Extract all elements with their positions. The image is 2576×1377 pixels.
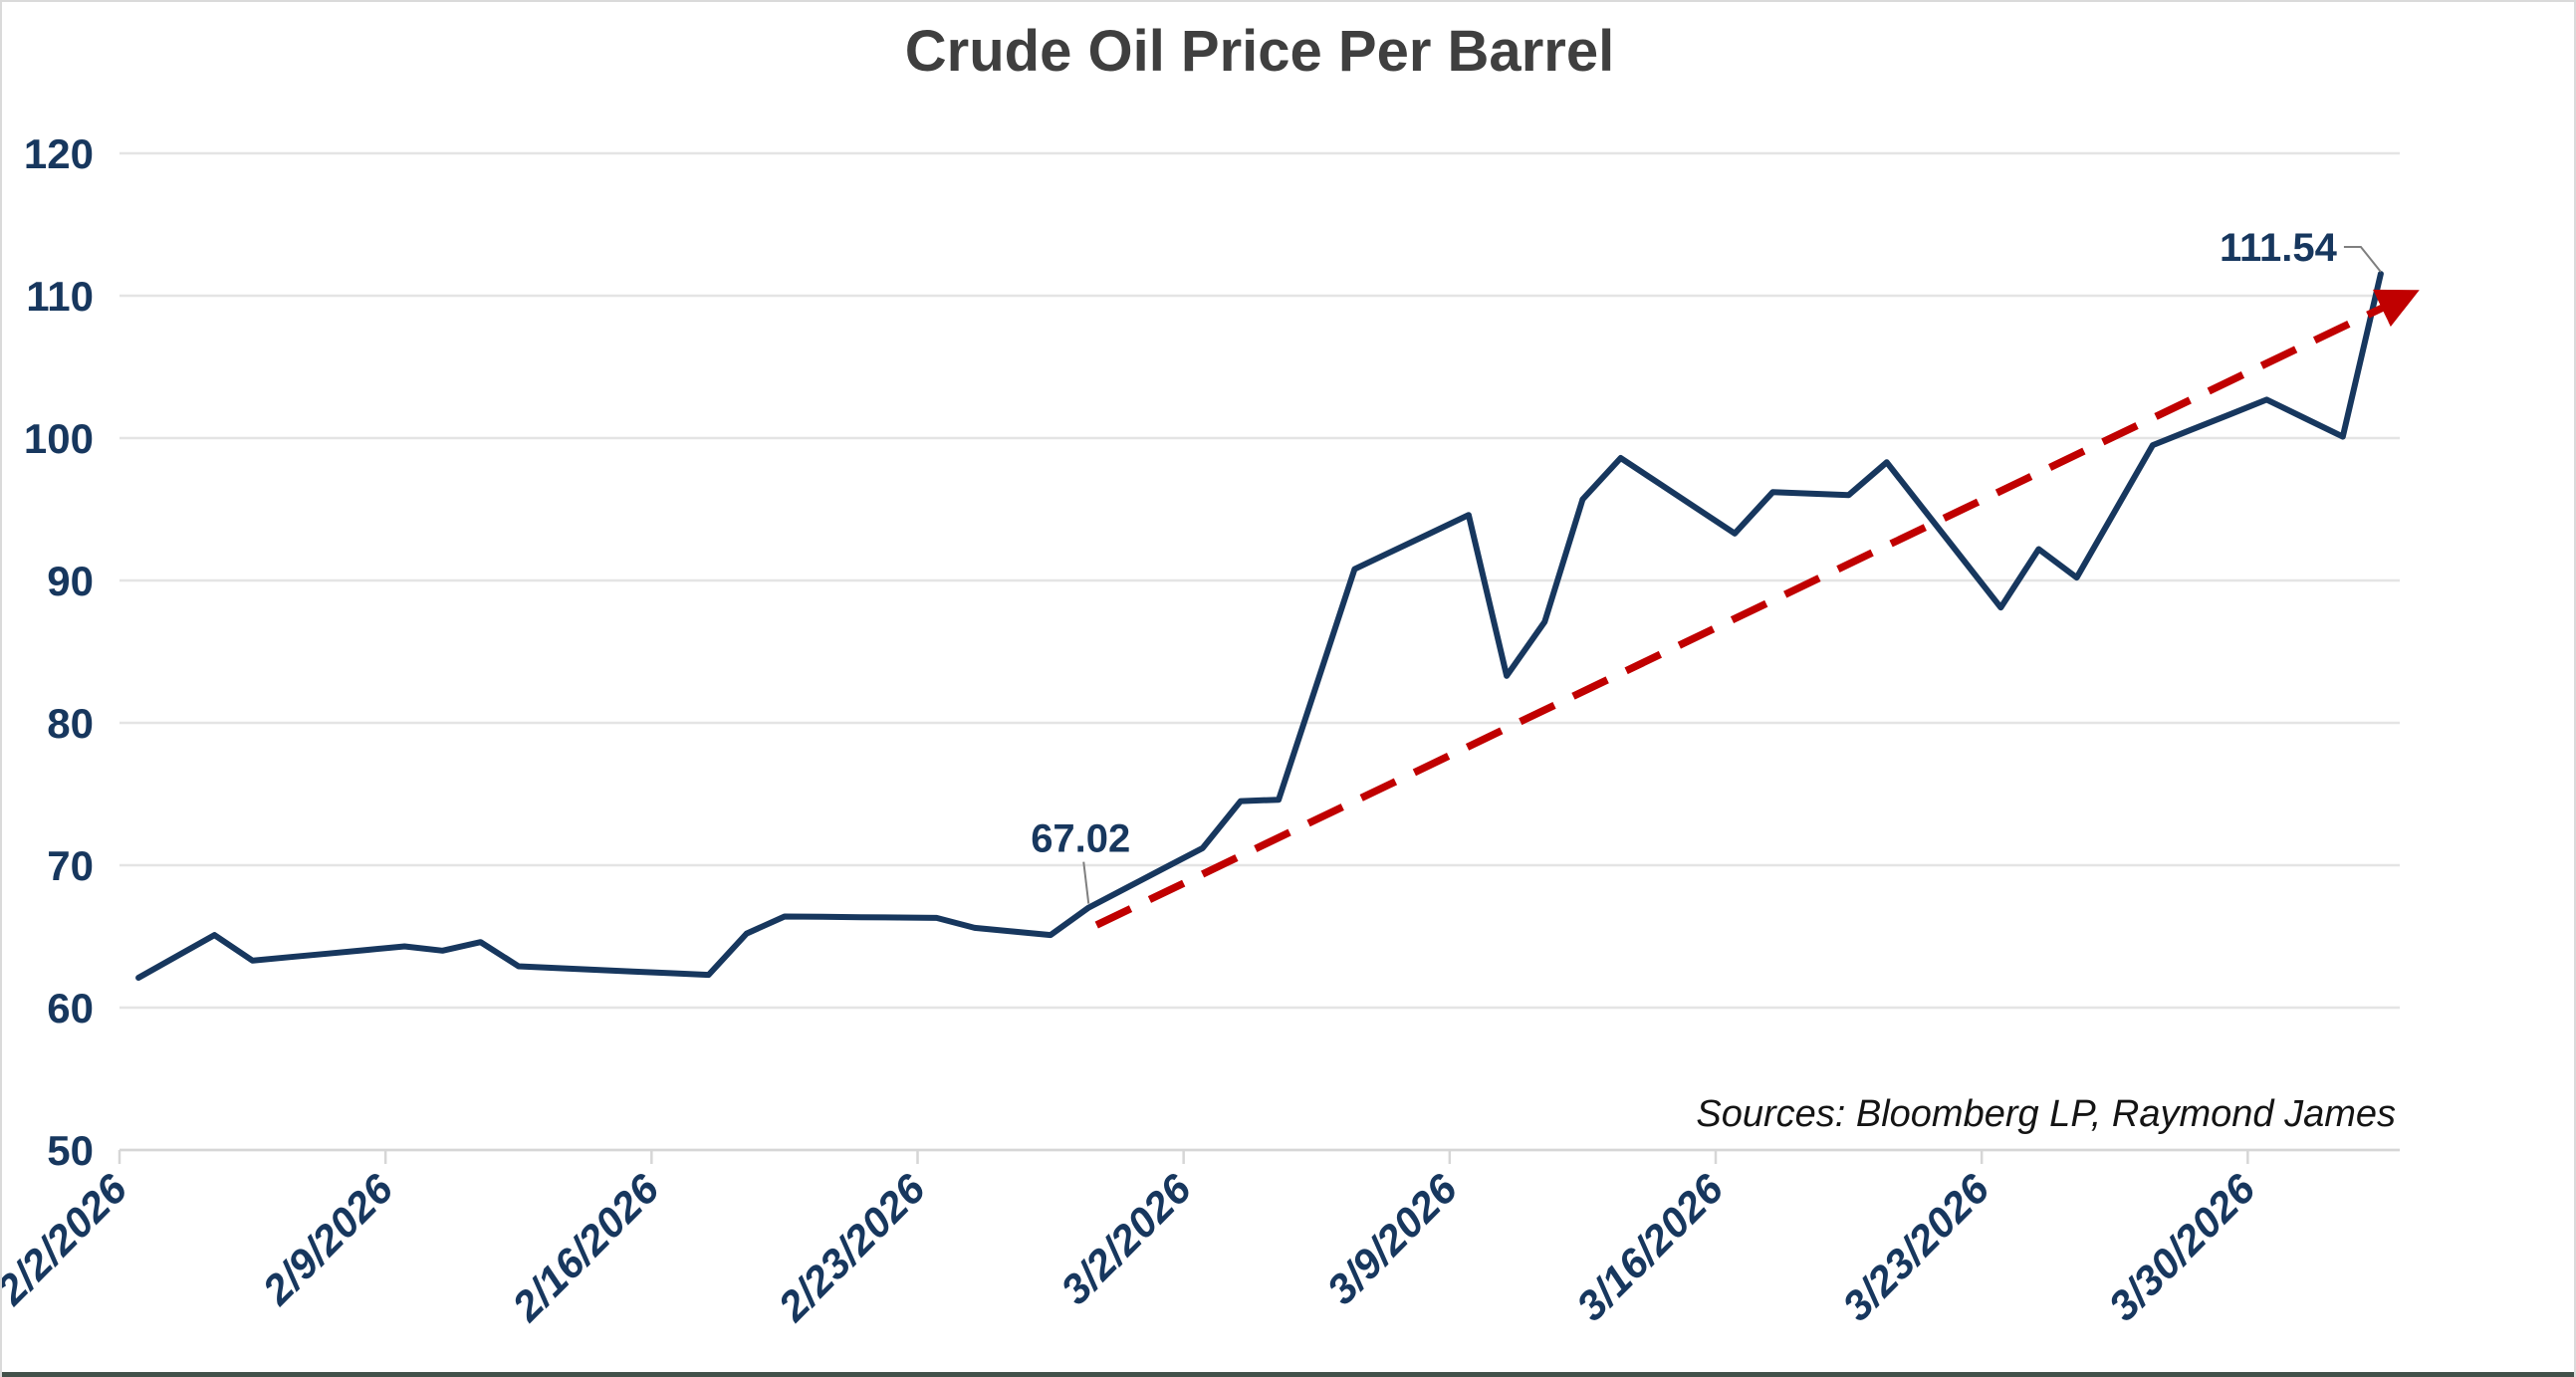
x-tick-label: 3/23/2026 <box>1833 1165 1998 1330</box>
y-tick-label: 80 <box>47 700 94 747</box>
y-tick-label: 120 <box>24 130 94 177</box>
y-tick-label: 90 <box>47 558 94 604</box>
y-tick-label: 100 <box>24 415 94 462</box>
annotation-leader-line <box>2343 245 2382 273</box>
x-tick-label: 2/2/2026 <box>2 1165 136 1314</box>
y-tick-label: 110 <box>26 273 94 320</box>
x-tick-label: 2/9/2026 <box>253 1165 402 1314</box>
x-tick-label: 3/16/2026 <box>1567 1165 1733 1330</box>
sources-note: Sources: Bloomberg LP, Raymond James <box>1696 1093 2396 1135</box>
y-tick-label: 60 <box>47 985 94 1032</box>
x-tick-label: 3/30/2026 <box>2099 1165 2264 1330</box>
chart-title: Crude Oil Price Per Barrel <box>904 19 1615 84</box>
price-line <box>135 271 2384 981</box>
annotation-label: 111.54 <box>2220 226 2338 270</box>
x-tick-label: 2/16/2026 <box>503 1165 669 1331</box>
annotation-label: 67.02 <box>1031 817 1130 861</box>
trend-line <box>1094 289 2420 929</box>
y-axis-labels: 50 60 70 80 90 100 110 120 <box>24 130 94 1174</box>
y-tick-label: 50 <box>47 1127 94 1174</box>
x-axis: 2/2/2026 2/9/2026 2/16/2026 2/23/2026 3/2/20… <box>2 1148 2400 1331</box>
x-tick-label: 3/9/2026 <box>1317 1165 1466 1313</box>
annotation-111.54: 111.54 <box>2220 226 2382 273</box>
annotation-leader-line <box>1082 861 1090 904</box>
y-gridlines <box>119 151 2400 1152</box>
annotation-67.02: 67.02 <box>1031 817 1130 904</box>
bottom-border-strip <box>2 1372 2574 1377</box>
x-tick-label: 2/23/2026 <box>769 1165 935 1331</box>
y-tick-label: 70 <box>47 842 94 889</box>
x-tick-label: 3/2/2026 <box>1052 1165 1200 1313</box>
